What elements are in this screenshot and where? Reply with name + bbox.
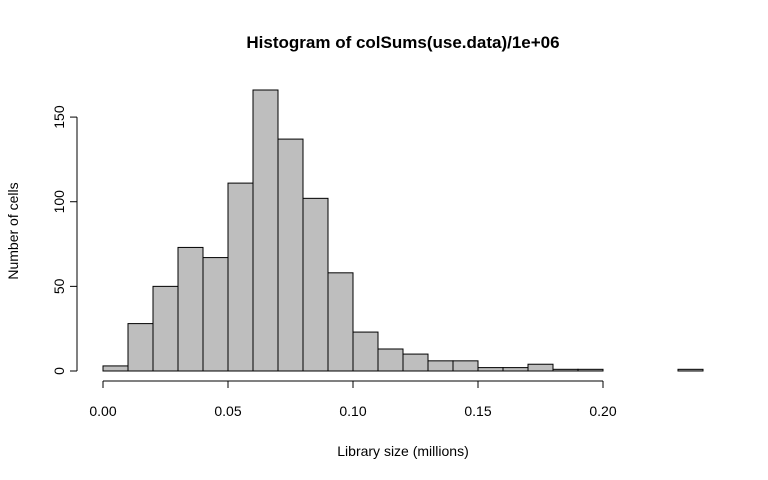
x-tick-label: 0.15 [464,403,491,419]
histogram-bar [227,182,254,372]
y-tick-label: 0 [51,367,67,375]
x-tick-label: 0.10 [339,403,366,419]
bars-group [102,89,704,372]
histogram-bar [677,368,704,372]
chart-title: Histogram of colSums(use.data)/1e+06 [246,33,559,52]
histogram-bar [102,365,129,372]
histogram-bar [577,368,604,372]
x-axis-label: Library size (millions) [337,443,468,459]
y-tick-label: 50 [51,278,67,294]
histogram-bar [152,285,179,372]
x-tick-label: 0.05 [214,403,241,419]
histogram-bar [327,272,354,372]
histogram-bar [402,353,429,372]
histogram-bar [127,323,154,372]
x-tick-label: 0.20 [589,403,616,419]
x-tick-label: 0.00 [89,403,116,419]
y-axis-label: Number of cells [5,182,21,279]
histogram-bar [502,367,529,372]
histogram-bar [202,257,229,372]
y-axis: 0 50 100 150 [51,105,78,375]
histogram-bar [427,360,454,372]
histogram-bar [452,360,479,372]
histogram-bar [177,246,204,372]
histogram-bar [527,363,554,372]
histogram-bar [277,138,304,372]
histogram-bar [477,367,504,372]
y-tick-label: 150 [51,105,67,129]
histogram-bar [302,197,329,372]
histogram-bar [377,348,404,372]
histogram-bar [352,331,379,372]
y-tick-label: 100 [51,190,67,214]
histogram-bar [552,368,579,372]
x-axis: 0.00 0.05 0.10 0.15 0.20 [89,380,617,419]
histogram-bar [252,89,279,372]
